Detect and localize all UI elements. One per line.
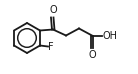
Text: O: O (50, 5, 57, 15)
Text: O: O (89, 50, 96, 60)
Text: OH: OH (103, 30, 117, 40)
Text: F: F (48, 42, 54, 52)
